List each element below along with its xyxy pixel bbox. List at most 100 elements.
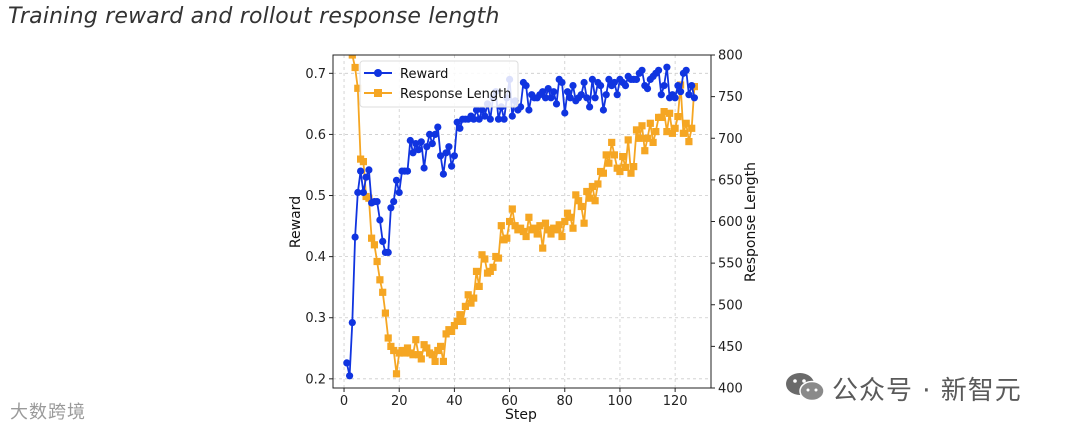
response-length-point: [409, 351, 417, 359]
response-length-point: [666, 109, 674, 117]
response-length-point: [379, 288, 387, 296]
response-length-point: [390, 346, 398, 355]
reward-point: [481, 112, 489, 120]
response-length-point: [575, 197, 583, 205]
response-length-point: [370, 241, 378, 249]
response-length-point: [643, 134, 652, 142]
response-length-point: [359, 158, 367, 166]
response-length-point: [552, 226, 561, 234]
response-length-point: [610, 151, 618, 159]
response-length-point: [671, 124, 679, 132]
response-length-point: [674, 113, 682, 121]
y-right-tick-label: 400: [718, 382, 743, 397]
reward-point: [558, 78, 566, 87]
reward-point: [359, 188, 367, 197]
response-length-point: [569, 224, 577, 232]
reward-point: [428, 140, 436, 148]
y-right-tick-label: 650: [718, 173, 743, 188]
y-left-tick-label: 0.2: [305, 372, 326, 387]
response-length-point: [511, 222, 519, 230]
response-length-point: [431, 357, 439, 365]
reward-point: [379, 237, 387, 245]
reward-point: [357, 167, 365, 175]
reward-point: [475, 115, 483, 123]
y-right-tick-label: 450: [718, 340, 743, 355]
reward-point: [541, 94, 550, 102]
response-length-point: [646, 119, 654, 127]
y-left-tick-label: 0.3: [305, 311, 326, 326]
response-length-point: [525, 213, 533, 221]
reward-point: [348, 319, 356, 327]
reward-point: [569, 82, 577, 90]
reward-point: [522, 82, 530, 90]
response-length-point: [624, 136, 632, 144]
y-left-tick-label: 0.6: [305, 128, 326, 143]
y-right-tick-label: 700: [718, 132, 743, 147]
legend-reward-label: Reward: [400, 67, 448, 82]
reward-point: [561, 109, 569, 117]
y-axis-left-label: Reward: [288, 196, 304, 248]
response-length-point: [412, 336, 420, 344]
axes-layer: 0 20 40 60 80 100 120 0.2 0.3 0.4 0.5 0.6 0.7 400 450 5…: [305, 49, 743, 410]
response-length-point: [401, 349, 409, 357]
y-left-tick-label: 0.5: [305, 189, 326, 204]
reward-point: [657, 91, 665, 99]
reward-point: [563, 88, 572, 96]
x-tick-label: 120: [663, 394, 688, 409]
response-length-point: [467, 299, 475, 307]
reward-point: [362, 173, 370, 181]
reward-point: [547, 94, 555, 102]
x-tick-label: 40: [446, 394, 463, 409]
response-length-point: [448, 327, 456, 335]
reward-point: [486, 115, 494, 123]
reward-point: [456, 124, 464, 132]
x-tick-label: 60: [501, 394, 518, 409]
response-length-point: [649, 138, 657, 146]
reward-point: [674, 82, 682, 90]
x-axis-label: Step: [505, 407, 537, 423]
response-length-point: [437, 342, 445, 350]
response-length-point: [442, 330, 450, 338]
response-length-point: [522, 232, 530, 241]
reward-point: [580, 78, 588, 87]
reward-point: [500, 115, 508, 123]
reward-point: [508, 112, 516, 120]
reward-point: [373, 198, 381, 206]
response-length-point: [588, 182, 596, 191]
reward-point: [566, 94, 574, 102]
reward-point: [412, 140, 420, 148]
response-length-point: [472, 267, 481, 275]
reward-point: [517, 103, 525, 111]
response-length-point: [657, 113, 665, 121]
response-length-point: [641, 147, 649, 155]
reward-point: [544, 85, 552, 93]
response-length-point: [439, 357, 447, 365]
reward-point: [671, 94, 679, 102]
reward-point: [655, 66, 663, 74]
y-right-tick-label: 550: [718, 257, 743, 272]
reward-point: [478, 106, 486, 114]
reward-point: [685, 91, 693, 99]
response-length-point: [583, 187, 591, 196]
response-length-point: [638, 122, 646, 130]
response-length-point: [541, 219, 550, 227]
legend-response-label: Response Length: [400, 87, 511, 102]
response-length-point: [602, 151, 610, 159]
reward-point: [677, 88, 685, 96]
response-length-point: [387, 342, 395, 350]
legend-response-marker: [374, 89, 382, 97]
response-length-point: [417, 355, 425, 363]
response-length-point: [384, 334, 392, 342]
response-length-point: [423, 344, 431, 352]
response-length-point: [503, 234, 511, 242]
response-length-point: [475, 282, 483, 290]
legend-reward-marker: [374, 69, 382, 77]
response-length-point: [688, 124, 696, 132]
response-length-point: [679, 129, 687, 137]
response-length-point: [663, 128, 671, 136]
x-tick-label: 100: [608, 394, 633, 409]
reward-point: [586, 103, 594, 111]
reward-point: [591, 94, 599, 102]
response-length-point: [348, 55, 356, 59]
reward-point: [453, 118, 461, 126]
